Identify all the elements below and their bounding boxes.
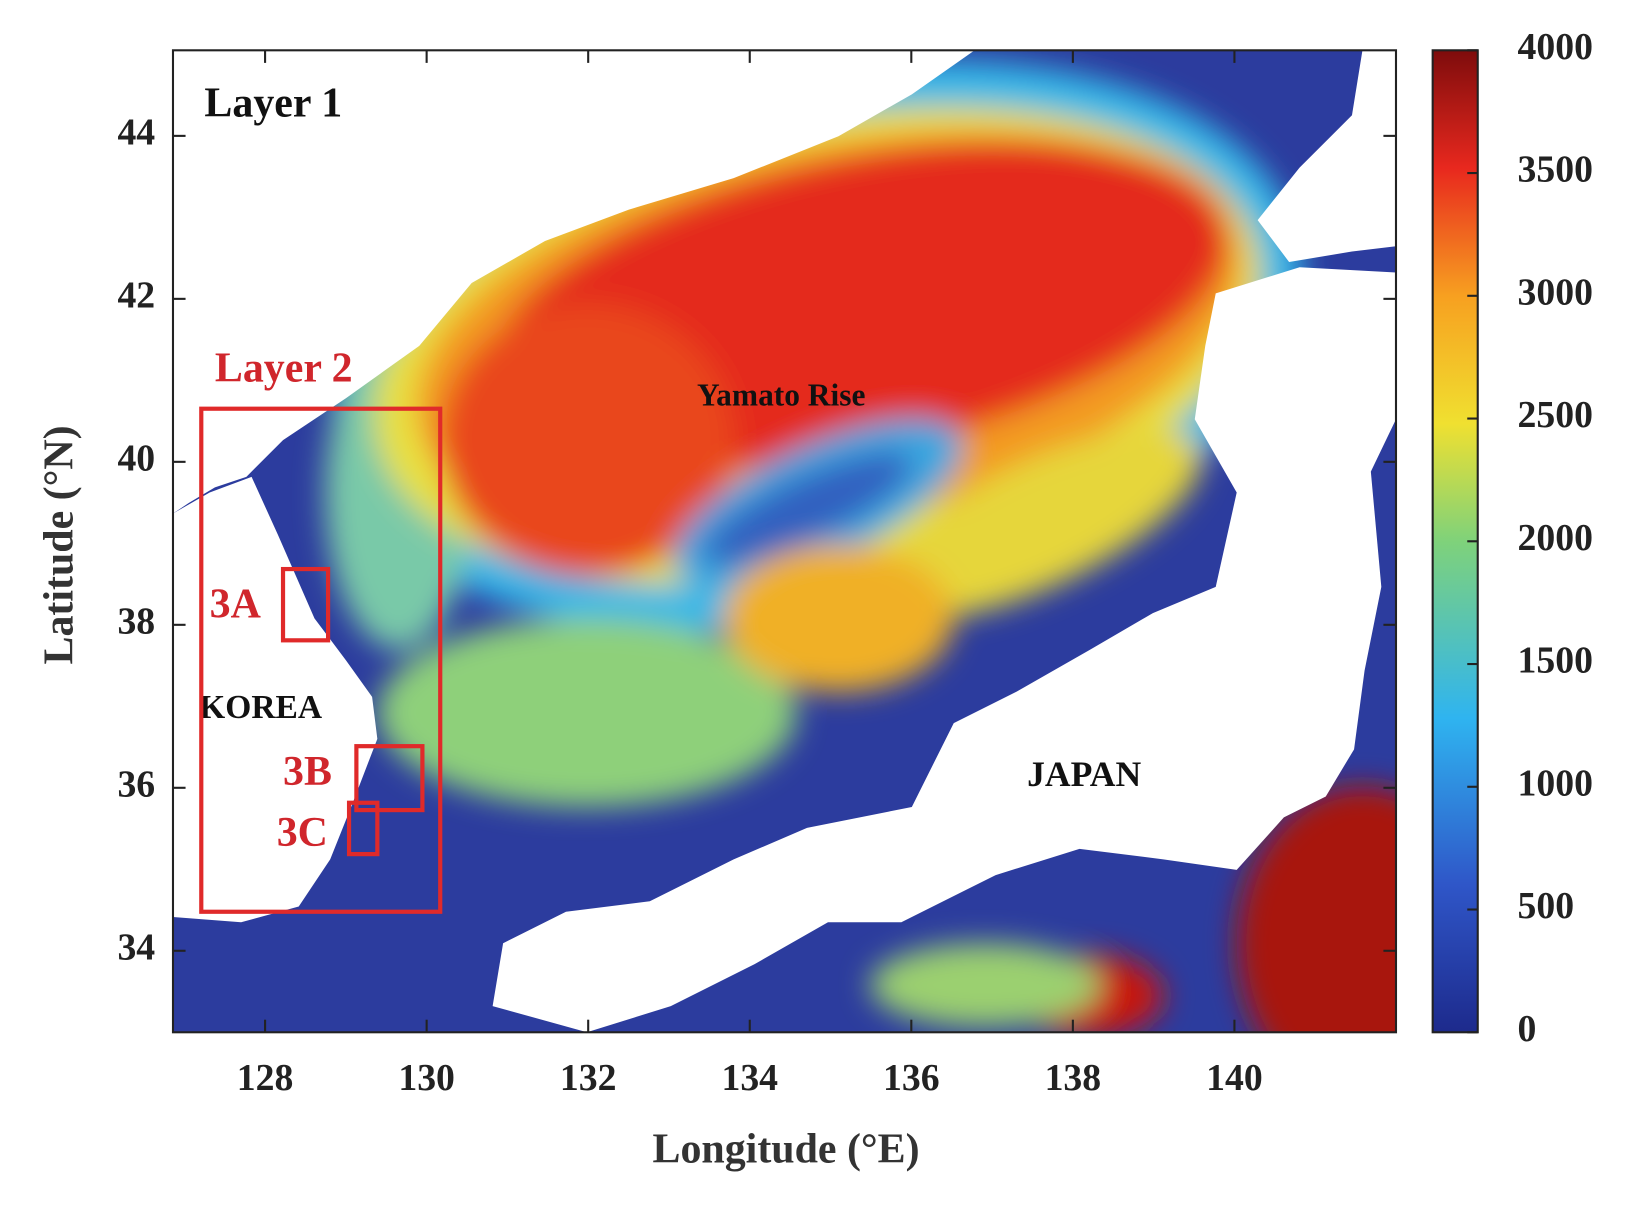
x-tick-label: 136 — [883, 1057, 940, 1099]
y-tick-label: 44 — [117, 112, 155, 154]
panel-label: Layer 1 — [204, 81, 342, 127]
y-tick-label: 36 — [117, 763, 155, 805]
box-label: 3A — [210, 581, 261, 627]
y-axis-label: Latitude (°N) — [37, 425, 83, 664]
x-tick-label: 140 — [1206, 1057, 1263, 1099]
y-tick-label: 34 — [117, 926, 155, 968]
colorbar-tick-label: 3000 — [1518, 271, 1593, 313]
colorbar-tick-label: 4000 — [1518, 26, 1593, 68]
x-axis-label: Longitude (°E) — [653, 1126, 920, 1172]
colorbar-tick-label: 1500 — [1518, 640, 1593, 682]
x-tick-label: 138 — [1045, 1057, 1102, 1099]
y-tick-label: 38 — [117, 600, 155, 642]
colorbar-tick-label: 2000 — [1518, 517, 1593, 559]
x-tick-label: 132 — [560, 1057, 617, 1099]
colorbar-tick-label: 1000 — [1518, 762, 1593, 804]
x-tick-label: 128 — [237, 1057, 294, 1099]
box-3b — [354, 744, 425, 813]
plot-frame — [171, 49, 1398, 1034]
x-tick-label: 134 — [721, 1057, 778, 1099]
feature-label: Yamato Rise — [697, 377, 865, 412]
colorbar-tick-label: 500 — [1518, 885, 1575, 927]
x-tick-label: 130 — [398, 1057, 455, 1099]
colorbar-tick-label: 0 — [1518, 1008, 1537, 1050]
bathymetry-map — [172, 50, 1396, 1033]
region-label: JAPAN — [1027, 754, 1141, 794]
region-label: KOREA — [199, 689, 322, 726]
y-tick-label: 40 — [117, 437, 155, 479]
box-label: 3C — [277, 810, 328, 856]
box-label: 3B — [283, 749, 332, 795]
study-boxes — [199, 406, 443, 914]
box-3c — [346, 800, 380, 857]
box-label: Layer 2 — [215, 346, 353, 392]
y-tick-label: 42 — [117, 275, 155, 317]
layer2-box — [199, 406, 443, 914]
colorbar-tick-label: 3500 — [1518, 149, 1593, 191]
box-3a — [280, 566, 331, 643]
colorbar-tick-label: 2500 — [1518, 394, 1593, 436]
